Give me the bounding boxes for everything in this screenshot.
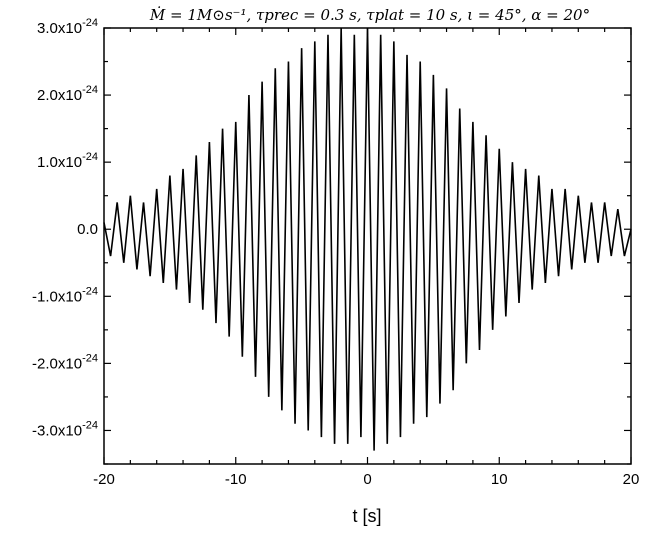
chart-title: Ṁ = 1M⊙s⁻¹, τprec = 0.3 s, τplat = 10 s,… [149,6,590,24]
y-tick-label: 2.0x10-24 [37,84,98,104]
y-tick-label: 0.0 [77,221,98,238]
y-tick-label: -3.0x10-24 [32,419,98,439]
x-tick-label: -10 [225,471,247,488]
x-tick-label: -20 [93,471,115,488]
x-tick-label: 0 [363,471,371,488]
y-tick-label: 1.0x10-24 [37,151,98,171]
y-tick-label: -1.0x10-24 [32,285,98,305]
x-tick-label: 20 [623,471,640,488]
y-axis: 3.0x10-24 2.0x10-24 1.0x10-24 0.0 -1.0x10-24… [32,17,631,465]
x-axis: -20 -10 0 10 20 [93,28,639,488]
x-tick-label: 10 [491,471,508,488]
y-tick-label: -2.0x10-24 [32,352,98,372]
y-tick-label: 3.0x10-24 [37,17,98,37]
x-axis-title: t [s] [352,506,381,526]
